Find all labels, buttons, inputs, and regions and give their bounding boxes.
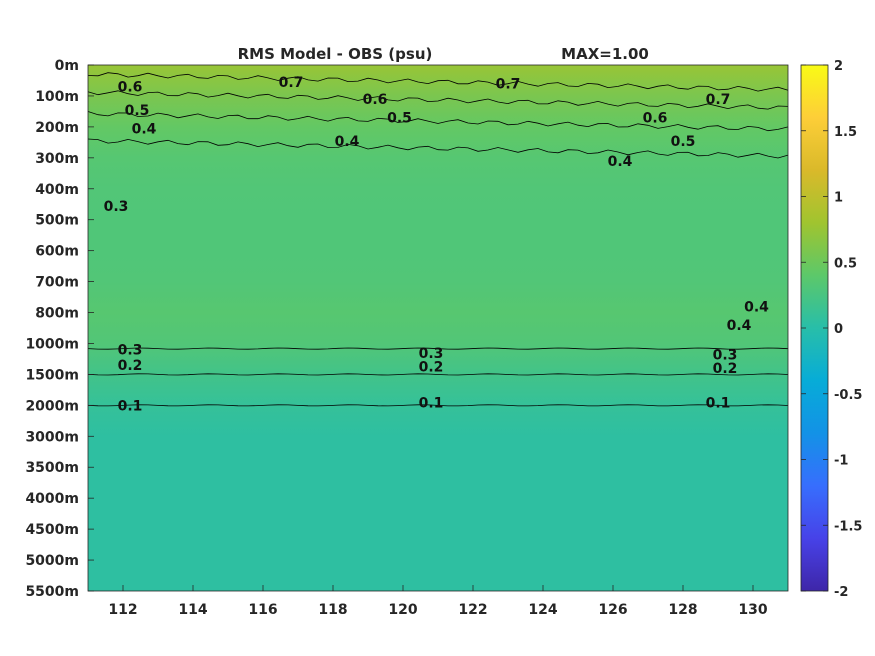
contour-label: 0.3 (713, 347, 738, 363)
contour-label: 0.1 (118, 398, 143, 414)
contour-label: 0.5 (125, 103, 150, 119)
x-tick-label: 120 (388, 602, 417, 618)
contour-label: 0.1 (419, 395, 444, 411)
x-axis: 112 114 116 118 120 122 124 126 128 130 (108, 585, 768, 618)
contour-label: 0.3 (104, 199, 129, 215)
x-tick-label: 124 (528, 602, 557, 618)
chart-subtitle: MAX=1.00 (561, 45, 649, 63)
y-tick-label: 600m (35, 244, 79, 260)
y-tick-label: 5000m (25, 553, 79, 569)
contour-label: 0.1 (706, 395, 731, 411)
contour-line (87, 90, 789, 110)
y-tick-label: 3500m (25, 460, 79, 476)
contour-line (87, 404, 789, 407)
x-tick-label: 116 (248, 602, 277, 618)
y-tick-label: 300m (35, 151, 79, 167)
y-tick-label: 3000m (25, 429, 79, 445)
x-tick-label: 126 (598, 602, 627, 618)
colorbar-tick-label: 1 (834, 191, 843, 206)
contour-label: 0.4 (727, 318, 752, 334)
contour-line (87, 72, 789, 92)
contour-label: 0.5 (387, 111, 412, 127)
colorbar-ticks: 2 1.5 1 0.5 0 -0.5 -1 -1.5 -2 (801, 59, 862, 600)
x-tick-label: 112 (108, 602, 137, 618)
contour-label: 0.6 (363, 92, 388, 108)
y-tick-label: 800m (35, 306, 79, 322)
contour-lines (87, 72, 789, 407)
y-tick-label: 100m (35, 89, 79, 105)
y-tick-label: 500m (35, 213, 79, 229)
contour-label: 0.7 (279, 75, 304, 91)
colorbar-tick-label: -1 (834, 454, 848, 469)
colorbar-tick-label: -2 (834, 585, 848, 600)
chart-title: RMS Model - OBS (psu) (238, 45, 433, 63)
x-tick-label: 122 (458, 602, 487, 618)
y-tick-label: 700m (35, 275, 79, 291)
contour-label: 0.7 (496, 77, 521, 93)
heatmap-field: 0.6 0.7 0.70.70.60.60.5 0.50.50.40.40.40.30… (87, 64, 789, 592)
x-tick-label: 118 (318, 602, 347, 618)
contour-line (87, 138, 789, 159)
plot-frame (87, 64, 789, 592)
contour-label: 0.2 (713, 361, 738, 377)
colorbar-tick-label: 0.5 (834, 256, 857, 271)
contour-label: 0.2 (118, 358, 143, 374)
y-tick-label: 400m (35, 182, 79, 198)
contour-label: 0.3 (419, 346, 444, 362)
y-tick-label: 1500m (25, 367, 79, 383)
contour-label: 0.4 (744, 299, 769, 315)
colorbar: 2 1.5 1 0.5 0 -0.5 -1 -1.5 -2 (800, 59, 862, 600)
x-tick-label: 130 (738, 602, 767, 618)
y-tick-label: 2000m (25, 398, 79, 414)
contour-line (87, 111, 789, 132)
contour-label: 0.6 (118, 80, 143, 96)
y-axis: 0m 100m 200m 300m 400m 500m 600m 700m 800m 1000m 1… (25, 58, 94, 600)
colorbar-tick-label: -1.5 (834, 519, 862, 534)
field-shading (88, 65, 788, 591)
contour-label: 0.4 (335, 134, 360, 150)
contour-label: 0.2 (419, 360, 444, 376)
y-tick-label: 4500m (25, 522, 79, 538)
y-tick-label: 5500m (25, 584, 79, 600)
contour-line (87, 373, 789, 376)
y-tick-label: 0m (55, 58, 79, 74)
x-tick-label: 128 (668, 602, 697, 618)
colorbar-tick-label: 1.5 (834, 125, 857, 140)
colorbar-tick-label: -0.5 (834, 388, 862, 403)
y-tick-label: 1000m (25, 336, 79, 352)
contour-labels: 0.6 0.7 0.70.70.60.60.5 0.50.50.40.40.40.30… (104, 75, 770, 414)
contour-label: 0.4 (132, 121, 157, 137)
contour-label: 0.5 (671, 134, 696, 150)
contour-label: 0.6 (643, 111, 668, 127)
colorbar-tick-label: 0 (834, 322, 843, 337)
x-tick-label: 114 (178, 602, 207, 618)
contour-line (87, 347, 789, 350)
y-tick-label: 4000m (25, 491, 79, 507)
contour-label: 0.3 (118, 343, 143, 359)
y-tick-label: 200m (35, 120, 79, 136)
contour-label: 0.4 (608, 154, 633, 170)
colorbar-tick-label: 2 (834, 59, 843, 74)
contour-label: 0.7 (706, 92, 731, 108)
